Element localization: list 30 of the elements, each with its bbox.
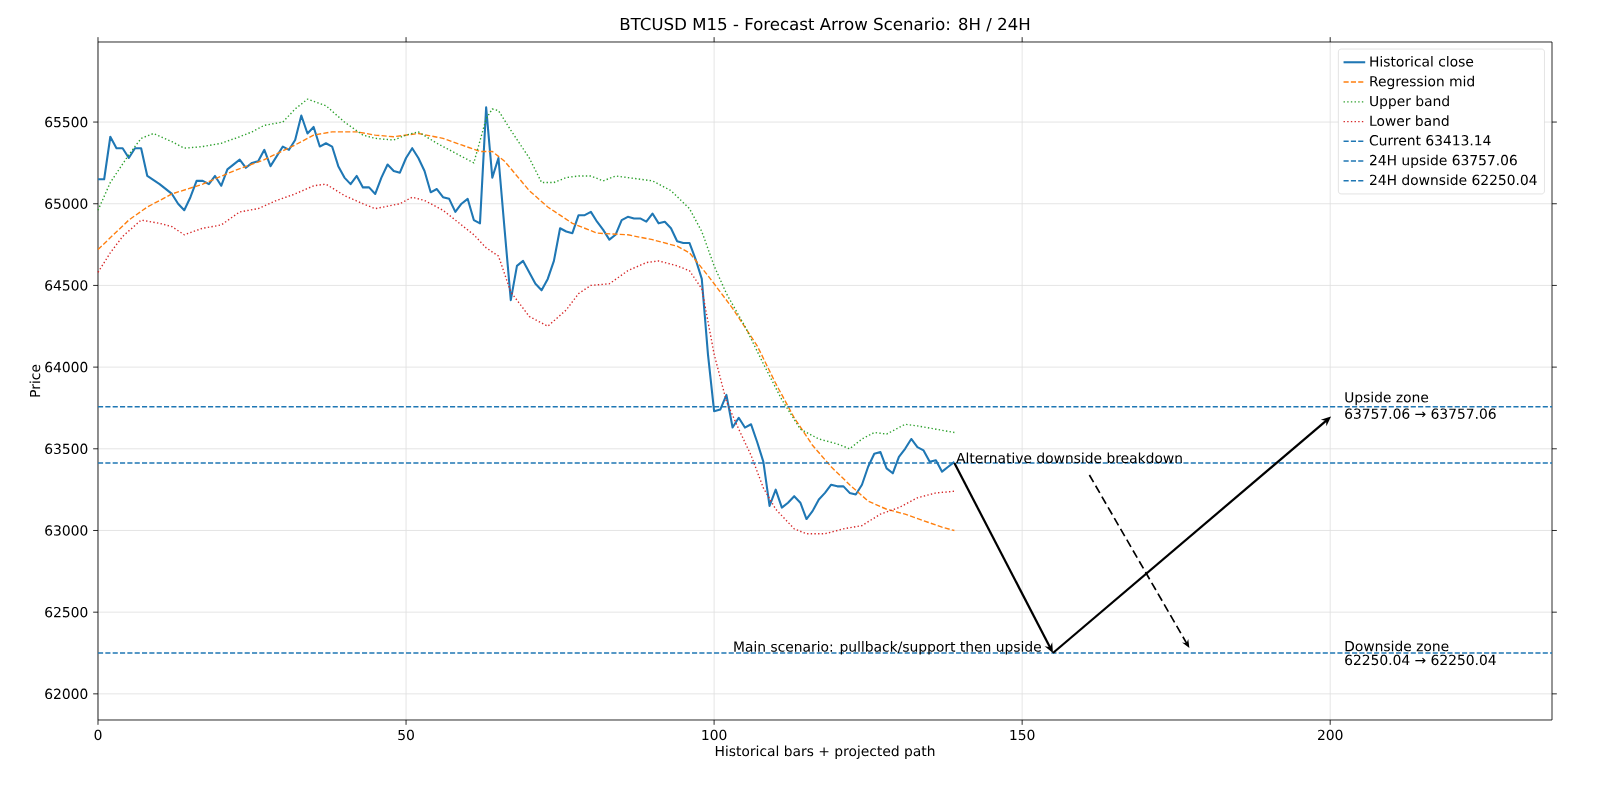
annotation: Alternative downside breakdown (956, 452, 1182, 464)
y-tick-label: 65500 (45, 116, 88, 128)
legend-label: Regression mid (1370, 75, 1474, 90)
x-axis-title: Historical bars + projected path (715, 745, 935, 759)
legend-label: Current 63413.14 (1369, 135, 1491, 146)
annotation: 63757.06 → 63757.06 (1345, 408, 1496, 419)
x-tick-label: 100 (702, 729, 727, 741)
y-axis-title: Price (29, 364, 41, 397)
y-tick-label: 62500 (45, 606, 88, 618)
x-tick-label: 200 (1318, 729, 1343, 741)
y-tick-label: 64500 (45, 280, 88, 291)
y-tick-label: 64000 (45, 361, 88, 373)
y-tick-label: 65000 (45, 198, 88, 209)
chart-title: BTCUSD M15 - Forecast Arrow Scenario: 8H / 24H (620, 17, 1030, 32)
y-tick-label: 62000 (45, 688, 88, 700)
y-tick-label: 63000 (45, 525, 88, 536)
x-tick-label: 0 (94, 729, 102, 741)
legend-label: Historical close (1370, 55, 1474, 67)
line-series (97, 98, 956, 450)
x-tick-label: 50 (398, 729, 414, 741)
annotation: Main scenario: pullback/support then upside (734, 641, 1041, 655)
legend-label: Lower band (1370, 115, 1449, 127)
y-tick-label: 63500 (45, 443, 88, 455)
legend-label: 24H downside 62250.04 (1370, 174, 1537, 186)
legend-label: Upper band (1370, 95, 1449, 109)
annotation: 62250.04 → 62250.04 (1345, 654, 1496, 666)
annotation: Downside zone (1345, 640, 1449, 652)
x-tick-label: 150 (1010, 729, 1035, 741)
annotation: Upside zone (1345, 391, 1429, 406)
legend-label: 24H upside 63757.06 (1370, 154, 1517, 169)
